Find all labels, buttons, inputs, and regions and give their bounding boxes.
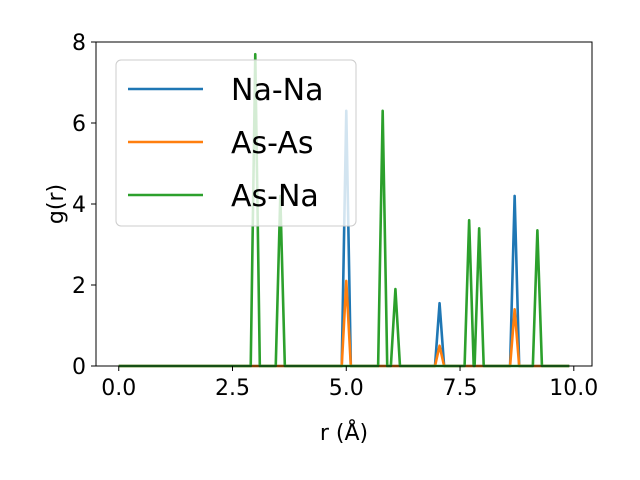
y-tick-label: 0 [72, 355, 86, 380]
x-axis-label: r (Å) [320, 419, 368, 446]
y-tick-label: 8 [72, 31, 86, 56]
legend-box [115, 59, 357, 227]
y-tick-label: 2 [72, 274, 86, 299]
legend-label-as-as: As-As [231, 126, 313, 161]
y-tick-label: 6 [72, 112, 86, 137]
y-axis-label: g(r) [44, 184, 69, 224]
legend-label-as-na: As-Na [231, 179, 319, 214]
legend: Na-Na As-As As-Na [115, 59, 357, 227]
x-tick-label: 7.5 [443, 376, 478, 401]
x-tick-label: 0.0 [101, 376, 136, 401]
x-tick-label: 5.0 [329, 376, 364, 401]
ticks-layer: 0.0 2.5 5.0 7.5 10.0 0 2 4 6 8 [72, 31, 598, 401]
y-tick-label: 4 [72, 193, 86, 218]
legend-label-na-na: Na-Na [231, 73, 323, 108]
x-tick-label: 2.5 [215, 376, 250, 401]
series-line-as-as [118, 279, 570, 368]
x-tick-label: 10.0 [549, 376, 598, 401]
